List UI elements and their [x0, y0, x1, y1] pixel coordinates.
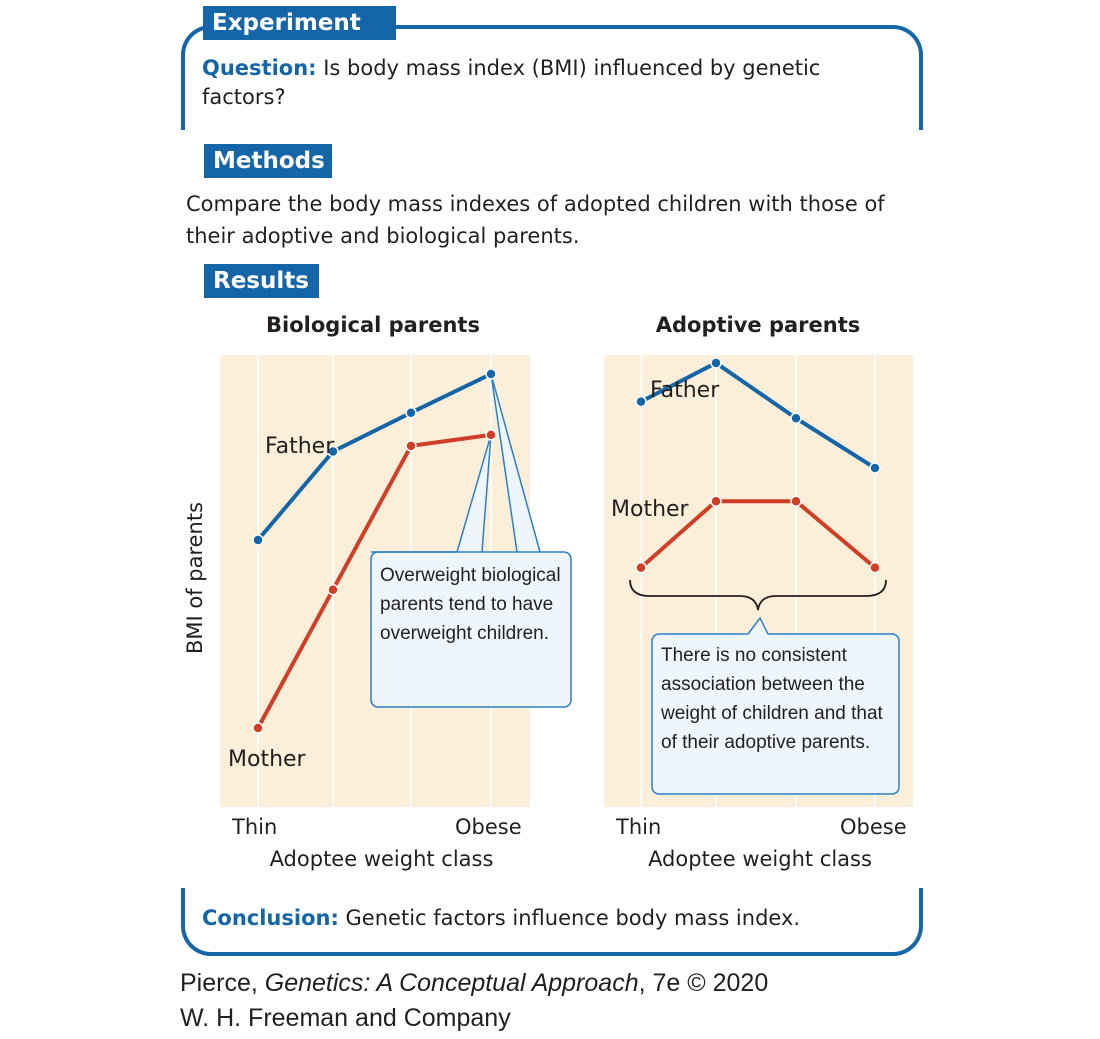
data-point — [790, 412, 802, 424]
credit-author: Pierce, — [180, 969, 265, 997]
y-axis-label: BMI of parents — [183, 501, 207, 655]
brace — [629, 579, 887, 611]
conclusion-block: Conclusion: Genetic factors influence bo… — [202, 903, 902, 934]
methods-tag: Methods — [204, 144, 332, 178]
biological-chart-title: Biological parents — [266, 313, 480, 337]
biological-callout-text: Overweight biological parents tend to ha… — [380, 565, 561, 644]
question-text: Is body mass index (BMI) influenced by g… — [202, 56, 821, 109]
credit-line-1: Pierce, Genetics: A Conceptual Approach,… — [180, 966, 768, 1001]
adoptive-callout-text: There is no consistent association betwe… — [661, 645, 883, 753]
data-point — [405, 406, 417, 419]
data-point — [869, 561, 881, 574]
results-tag: Results — [204, 264, 319, 298]
data-point — [327, 445, 339, 458]
data-point — [710, 495, 722, 507]
series-label-mother: Mother — [228, 747, 307, 772]
callout-leader-fill — [748, 618, 768, 635]
adoptive-chart-title: Adoptive parents — [655, 313, 861, 337]
data-point — [405, 440, 417, 452]
data-point — [869, 462, 881, 474]
conclusion-text: Genetic factors influence body mass inde… — [338, 906, 801, 930]
data-point — [710, 357, 722, 369]
credit-line-2: W. H. Freeman and Company — [180, 1004, 511, 1032]
callout-pointer — [456, 434, 492, 553]
data-point — [635, 395, 647, 408]
methods-text: Compare the body mass indexes of adopted… — [186, 192, 885, 248]
experiment-tag: Experiment — [203, 6, 396, 40]
adopt-tick-thin: Thin — [616, 815, 662, 839]
series-label-mother: Mother — [611, 497, 690, 522]
adopt-tick-obese: Obese — [840, 815, 907, 839]
bio-x-axis-label: Adoptee weight class — [269, 847, 494, 871]
data-point — [790, 495, 802, 507]
bio-tick-thin: Thin — [232, 815, 278, 839]
callout-pointer — [747, 616, 769, 635]
data-point — [252, 722, 264, 734]
data-point — [635, 561, 647, 574]
series-label-father: Father — [265, 434, 335, 459]
experiment-frame — [181, 25, 923, 130]
conclusion-frame — [181, 888, 923, 956]
series-line-father — [640, 360, 877, 470]
callout-pointer — [490, 373, 541, 553]
data-point — [252, 534, 264, 546]
callout-leader-fill — [491, 374, 540, 552]
conclusion-label: Conclusion: — [202, 906, 339, 930]
credit-title: Genetics: A Conceptual Approach — [264, 969, 639, 997]
data-point — [485, 429, 497, 441]
data-point — [327, 583, 339, 596]
series-line-mother — [639, 499, 877, 570]
bio-tick-obese: Obese — [455, 815, 522, 839]
series-label-father: Father — [650, 378, 720, 403]
question-block: Question: Is body mass index (BMI) influ… — [202, 54, 902, 112]
adopt-x-axis-label: Adoptee weight class — [648, 847, 872, 871]
data-point — [485, 368, 497, 380]
question-label: Question: — [202, 56, 317, 80]
series-line-father — [256, 372, 492, 542]
credit-edition: , 7e © 2020 — [638, 969, 769, 997]
callout-leader-fill — [457, 434, 491, 552]
